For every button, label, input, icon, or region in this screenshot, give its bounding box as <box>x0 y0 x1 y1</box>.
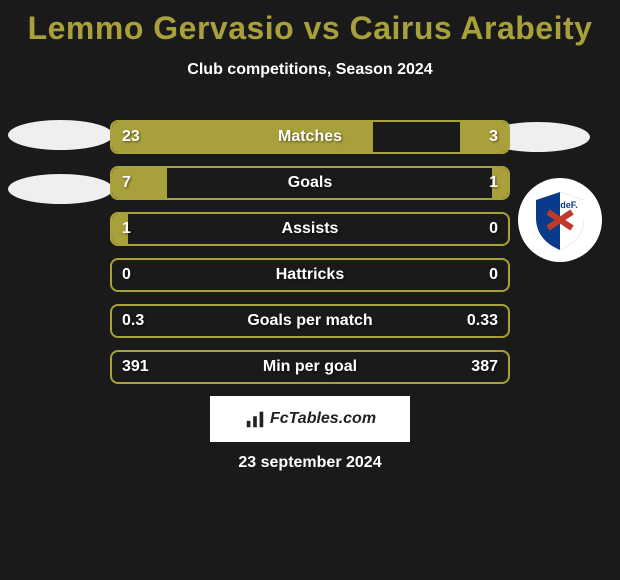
stat-label: Matches <box>110 128 510 146</box>
stat-label: Goals per match <box>110 312 510 330</box>
shield-icon: C.N.deF. <box>528 188 592 252</box>
stat-row: 00Hattricks <box>110 258 510 292</box>
date-text: 23 september 2024 <box>0 454 620 472</box>
stat-row: 0.30.33Goals per match <box>110 304 510 338</box>
stat-row: 391387Min per goal <box>110 350 510 384</box>
stat-label: Goals <box>110 174 510 192</box>
attribution-badge: FcTables.com <box>210 396 410 442</box>
stats-rows: 233Matches 71Goals 10Assists 00Hattricks 0.3… <box>110 120 510 396</box>
chart-icon <box>244 408 266 430</box>
avatar-ellipse <box>8 174 113 204</box>
player-left-avatar <box>8 120 113 228</box>
stat-row: 233Matches <box>110 120 510 154</box>
page-title: Lemmo Gervasio vs Cairus Arabeity <box>0 0 620 47</box>
subtitle: Club competitions, Season 2024 <box>0 61 620 79</box>
stat-row: 10Assists <box>110 212 510 246</box>
avatar-ellipse <box>8 120 113 150</box>
svg-text:C.N.deF.: C.N.deF. <box>542 200 578 210</box>
stat-label: Assists <box>110 220 510 238</box>
stat-label: Min per goal <box>110 358 510 376</box>
attribution-text: FcTables.com <box>270 410 376 428</box>
club-badge: C.N.deF. <box>518 178 602 262</box>
stat-label: Hattricks <box>110 266 510 284</box>
stat-row: 71Goals <box>110 166 510 200</box>
